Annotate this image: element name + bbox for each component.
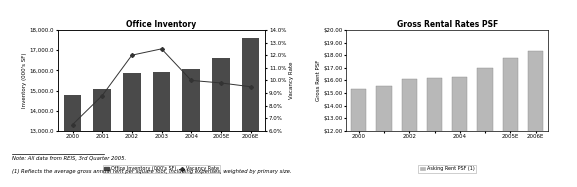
Bar bbox=[503, 58, 518, 187]
Title: Office Inventory: Office Inventory bbox=[126, 20, 197, 29]
Legend: Office Inventory (000's SF), Vacancy Rate: Office Inventory (000's SF), Vacancy Rat… bbox=[103, 165, 220, 173]
Legend: Asking Rent PSF (1): Asking Rent PSF (1) bbox=[418, 165, 476, 173]
Bar bbox=[123, 73, 141, 187]
Bar bbox=[351, 89, 366, 187]
Y-axis label: Inventory (000's SF): Inventory (000's SF) bbox=[22, 53, 27, 108]
Text: (1) Reflects the average gross annual rent per square foot, including expenses, : (1) Reflects the average gross annual re… bbox=[12, 169, 291, 174]
Bar bbox=[376, 86, 392, 187]
Y-axis label: Gross Rent PSF: Gross Rent PSF bbox=[316, 60, 321, 101]
Bar bbox=[427, 78, 442, 187]
Bar bbox=[153, 72, 170, 187]
Bar bbox=[452, 77, 467, 187]
Bar bbox=[212, 58, 230, 187]
Bar bbox=[242, 38, 260, 187]
Bar bbox=[477, 68, 493, 187]
Bar bbox=[402, 79, 417, 187]
Bar bbox=[528, 51, 543, 187]
Y-axis label: Vacancy Rate: Vacancy Rate bbox=[289, 62, 294, 99]
Title: Gross Rental Rates PSF: Gross Rental Rates PSF bbox=[396, 20, 498, 29]
Bar bbox=[63, 95, 81, 187]
Bar bbox=[182, 69, 200, 187]
Text: Note: All data from REIS, 3rd Quarter 2005.: Note: All data from REIS, 3rd Quarter 20… bbox=[12, 156, 126, 161]
Bar bbox=[93, 90, 111, 187]
